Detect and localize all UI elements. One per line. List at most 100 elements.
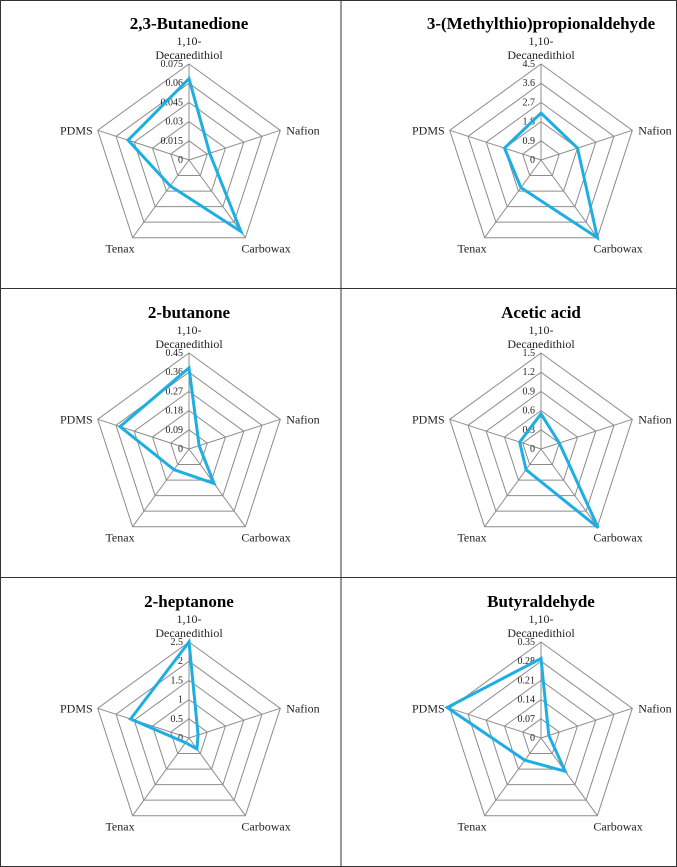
axis-spoke — [188, 737, 246, 816]
tick-label: 2 — [178, 656, 183, 667]
axis-label-decanedithiol: 1,10- — [529, 323, 554, 337]
axis-label-decanedithiol: Decanedithiol — [155, 337, 223, 351]
axis-label-pdms: PDMS — [412, 123, 445, 137]
tick-label: 0.36 — [166, 367, 184, 378]
tick-label: 0.35 — [518, 637, 536, 648]
axis-spoke — [540, 418, 633, 450]
tick-label: 0.5 — [171, 714, 184, 725]
tick-label: 0.28 — [518, 656, 536, 667]
grid-ring — [133, 101, 245, 208]
tick-label: 0.27 — [166, 386, 184, 397]
tick-label: 0.45 — [166, 348, 184, 359]
axis-spoke — [449, 129, 542, 161]
axis-spoke — [132, 159, 190, 238]
grid-ring — [115, 82, 263, 223]
tick-label: 0 — [178, 733, 183, 744]
chart-title: 2-heptanone — [144, 592, 234, 611]
tick-label: 0 — [530, 155, 535, 166]
tick-label: 2.5 — [171, 637, 184, 648]
grid-ring — [485, 101, 597, 208]
axis-label-nafion: Nafion — [638, 412, 671, 426]
radar-chart-2-butanone: 2-butanone 0 0.09 0.18 0.27 0.36 0.45 1,10-Deca… — [60, 303, 320, 545]
radar-chart-2-3-butanedione: 2,3-Butanedione 0 0.015 0.03 0.045 0.06 0.075 1… — [60, 14, 320, 256]
radar-chart-methylthio-propionaldehyde: 3-(Methylthio)propionaldehyde 0 0.9 1.8 2.7 3… — [412, 14, 672, 256]
tick-label: 1.2 — [523, 367, 536, 378]
axis-spoke — [484, 159, 542, 238]
tick-label: 0 — [530, 733, 535, 744]
axis-label-pdms: PDMS — [60, 123, 93, 137]
tick-label: 4.5 — [523, 59, 536, 70]
axis-label-nafion: Nafion — [286, 701, 319, 715]
tick-label: 3.6 — [523, 78, 536, 89]
axis-label-decanedithiol: 1,10- — [529, 34, 554, 48]
chart-title: 2-butanone — [148, 303, 231, 322]
axis-label-nafion: Nafion — [638, 701, 671, 715]
axis-label-carbowax: Carbowax — [241, 242, 290, 256]
series-line-2-3-butanedione — [126, 75, 245, 236]
grid-ring — [522, 140, 560, 176]
tick-label: 0.6 — [523, 406, 536, 417]
axis-spoke — [484, 448, 542, 527]
axis-spoke — [540, 737, 598, 816]
axis-spoke — [484, 737, 542, 816]
grid-ring — [449, 63, 633, 239]
axis-spoke — [449, 418, 542, 450]
tick-label: 0 — [530, 444, 535, 455]
tick-label: 0.9 — [523, 136, 536, 147]
tick-label: 0.045 — [161, 97, 184, 108]
chart-title: Acetic acid — [501, 303, 581, 322]
grid-ring — [151, 120, 227, 192]
tick-label: 0.015 — [161, 136, 184, 147]
tick-label: 0.18 — [166, 406, 184, 417]
axis-label-carbowax: Carbowax — [241, 820, 290, 834]
grid-ring — [503, 698, 579, 770]
axis-spoke — [188, 707, 281, 739]
axis-label-pdms: PDMS — [412, 701, 445, 715]
grid-ring — [170, 140, 208, 176]
grid-ring — [97, 641, 281, 817]
axis-spoke — [188, 129, 281, 161]
axis-label-tenax: Tenax — [457, 242, 486, 256]
axis-label-tenax: Tenax — [457, 820, 486, 834]
grid-ring — [170, 429, 208, 465]
tick-label: 2.7 — [523, 97, 536, 108]
grid-ring — [151, 409, 227, 481]
tick-label: 0.14 — [518, 695, 536, 706]
axis-label-tenax: Tenax — [457, 531, 486, 545]
axis-label-pdms: PDMS — [412, 412, 445, 426]
series-line-3-methylthio-propionaldehyde — [502, 111, 600, 241]
axis-spoke — [540, 129, 633, 161]
axis-spoke — [97, 129, 190, 161]
axis-label-carbowax: Carbowax — [241, 531, 290, 545]
axis-spoke — [188, 159, 246, 238]
axis-label-carbowax: Carbowax — [593, 242, 642, 256]
tick-label: 0 — [178, 155, 183, 166]
radar-chart-acetic-acid: Acetic acid00.30.60.91.21.51,10-Decanedi… — [412, 303, 672, 545]
axis-label-decanedithiol: Decanedithiol — [155, 626, 223, 640]
tick-label: 1.8 — [523, 117, 536, 128]
axis-spoke — [97, 418, 190, 450]
grid-ring — [485, 679, 597, 786]
radar-chart-butyraldehyde: Butyraldehyde 0 0.07 0.14 0.21 0.28 0.35 1,10-D… — [412, 592, 672, 834]
axis-spoke — [540, 448, 598, 527]
tick-label: 0.075 — [161, 59, 184, 70]
grid-ring — [467, 371, 615, 512]
series-line-2-butanone — [117, 364, 217, 486]
chart-title: 3-(Methylthio)propionaldehyde — [427, 14, 656, 33]
axis-label-carbowax: Carbowax — [593, 820, 642, 834]
tick-label: 0.09 — [166, 425, 184, 436]
tick-label: 1.5 — [523, 348, 536, 359]
axis-label-decanedithiol: 1,10- — [529, 612, 554, 626]
axis-label-decanedithiol: 1,10- — [177, 34, 202, 48]
axis-label-tenax: Tenax — [105, 242, 134, 256]
grid-ring — [522, 718, 560, 754]
tick-label: 0 — [178, 444, 183, 455]
series-line-2-heptanone — [128, 638, 200, 752]
series-line-butyraldehyde — [444, 656, 568, 774]
axis-label-decanedithiol: Decanedithiol — [507, 337, 575, 351]
axis-label-decanedithiol: 1,10- — [177, 323, 202, 337]
chart-title: Butyraldehyde — [487, 592, 595, 611]
grid-ring — [97, 63, 281, 239]
tick-label: 0.03 — [166, 117, 184, 128]
